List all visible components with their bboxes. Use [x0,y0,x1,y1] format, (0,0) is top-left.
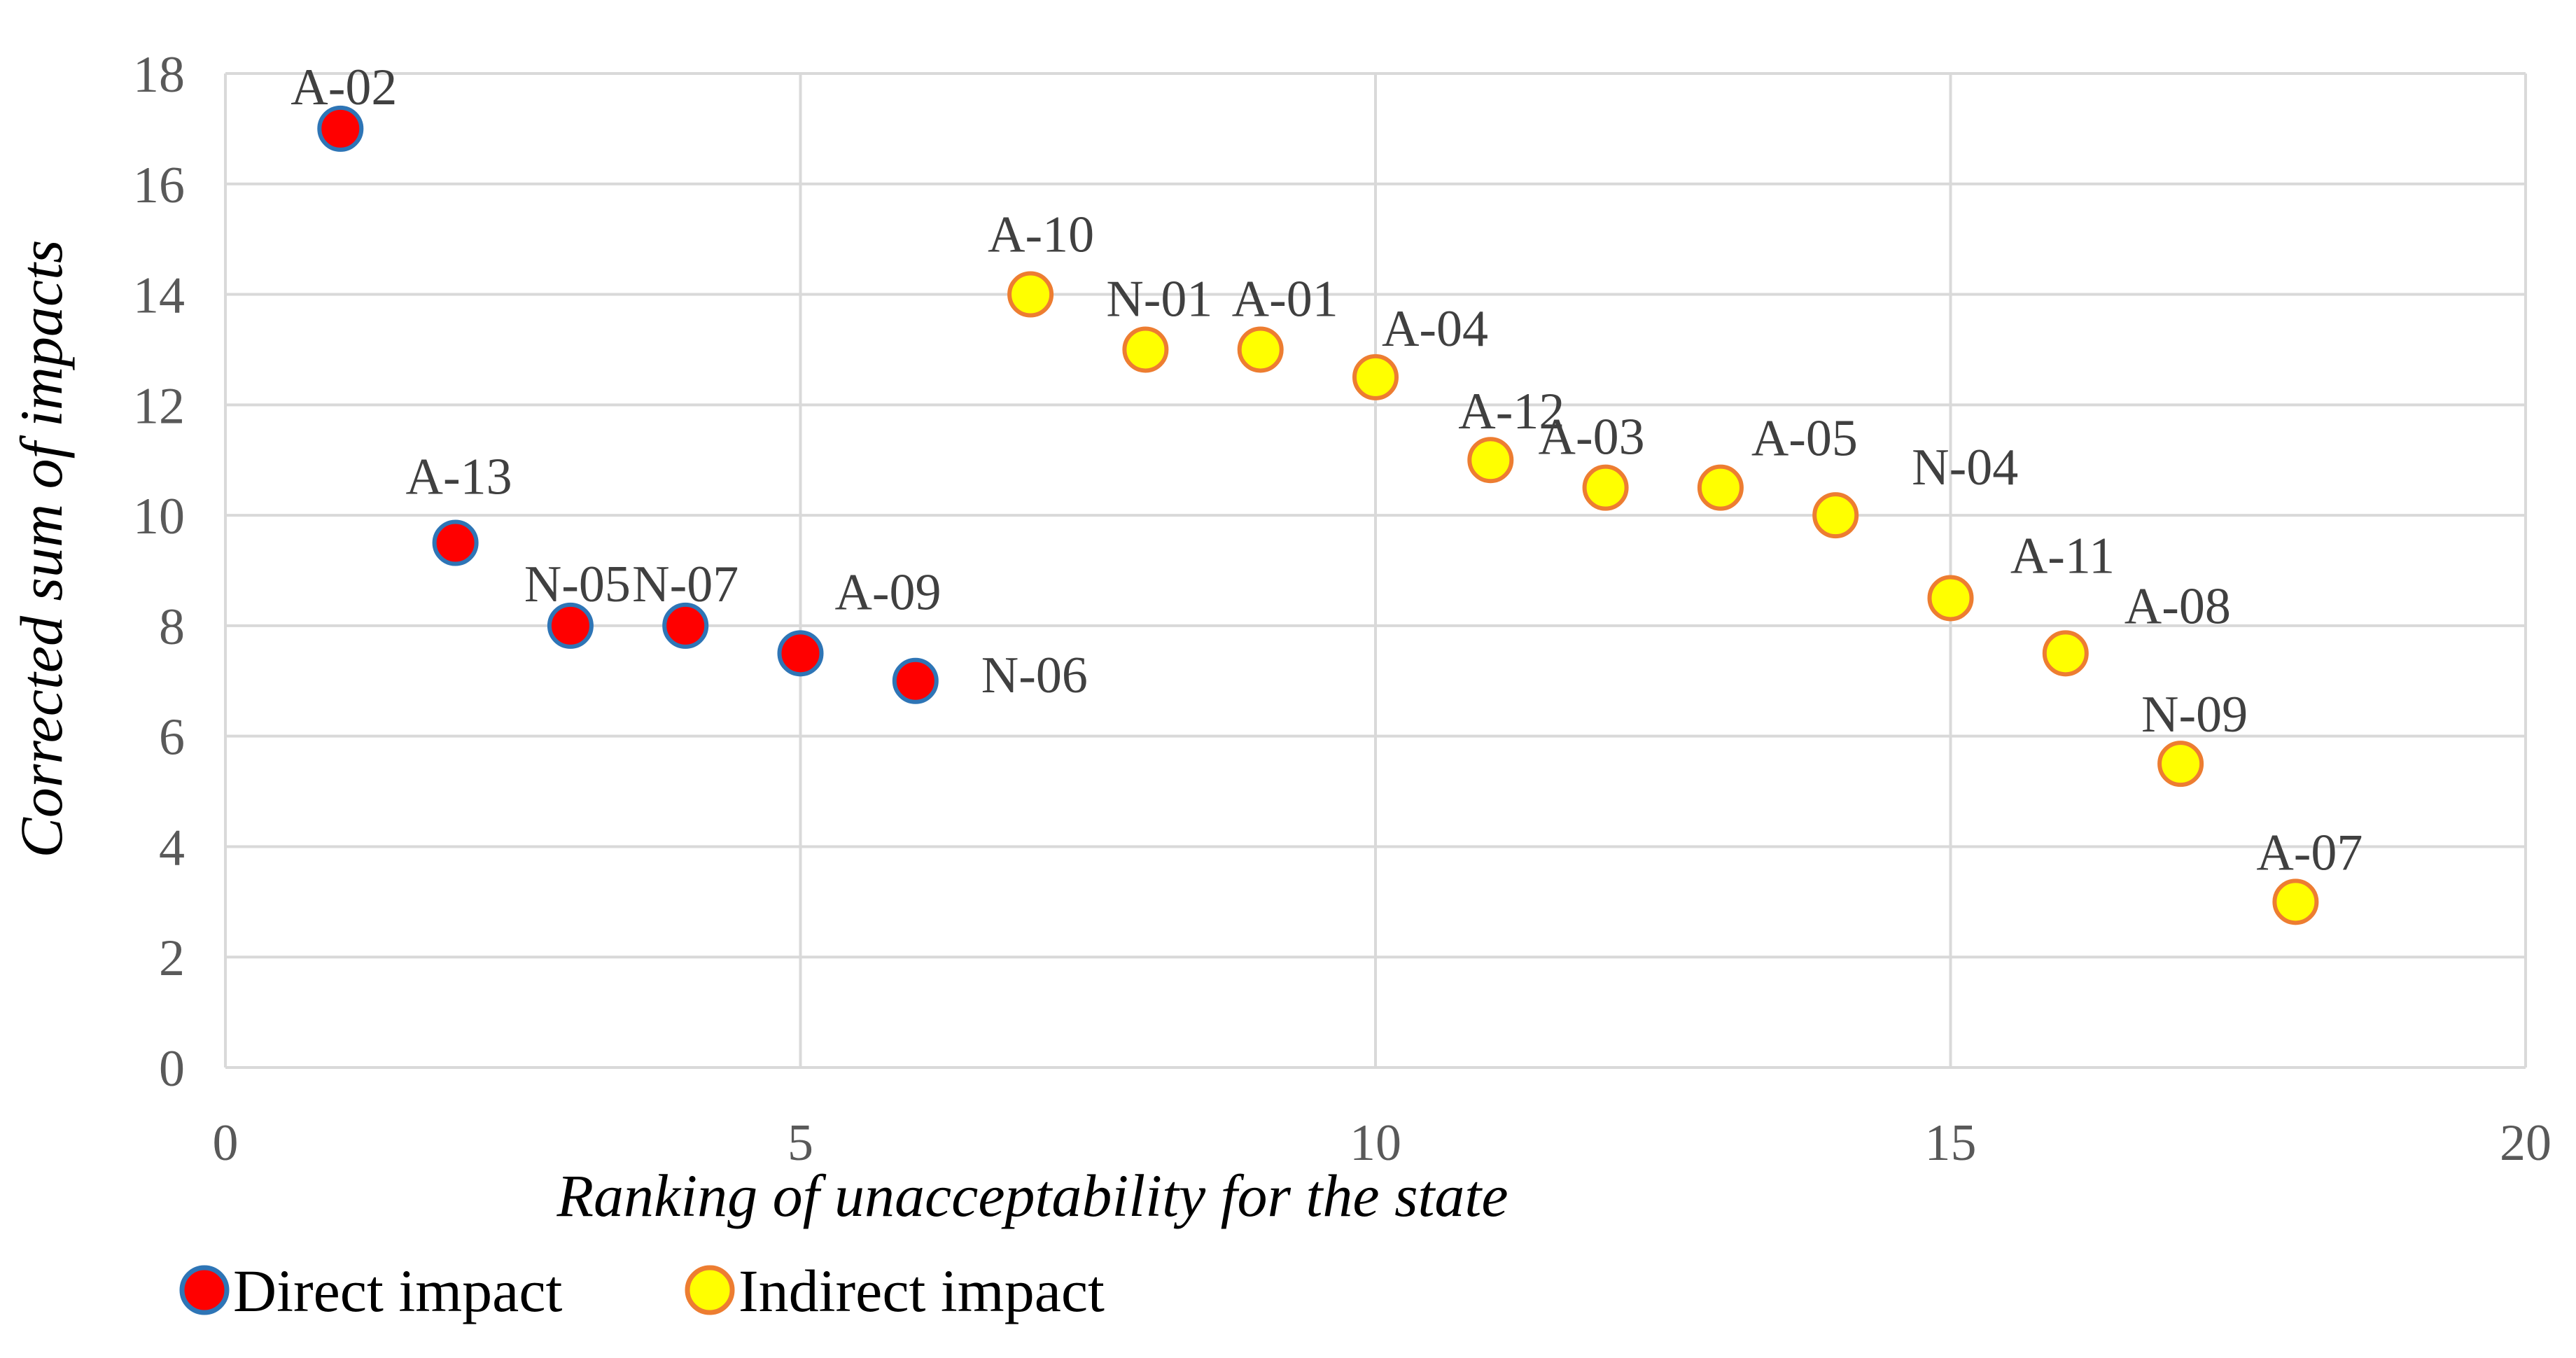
point-label: N-06 [981,647,1088,704]
point-label: N-09 [2141,686,2248,743]
y-tick-label: 4 [159,819,185,876]
point-label: A-08 [2124,578,2231,635]
indirect-impact-point [2272,878,2319,925]
y-tick-label: 0 [159,1040,185,1098]
y-tick-label: 14 [133,267,185,325]
x-tick-label: 5 [788,1114,813,1172]
grid-lines [224,72,2527,1069]
point-label: A-02 [290,59,397,116]
indirect-impact-point [1007,271,1054,318]
point-label: N-07 [632,556,738,613]
data-points [317,105,2319,925]
point-label: A-10 [988,206,1094,264]
indirect-impact-point [1122,326,1169,373]
direct-impact-point [547,602,594,649]
x-tick-label: 20 [2500,1114,2552,1172]
point-label: N-05 [524,556,631,613]
indirect-impact-point [1467,437,1514,484]
point-label: A-11 [2010,527,2115,584]
y-tick-label: 6 [159,709,185,766]
direct-impact-point [662,602,709,649]
point-label: A-04 [1382,300,1488,358]
point-label: N-04 [1912,439,2018,496]
indirect-impact-point [1352,354,1399,400]
legend-label-indirect: Indirect impact [738,1257,1105,1324]
direct-impact-point [892,657,939,704]
direct-impact-point [777,630,824,677]
x-axis-ticks: 0 5 10 15 20 [213,1114,2552,1172]
data-labels: A-02 A-13N-05 N-07 A-09 N-06 A-10N-01 A-01 A-04… [290,59,2362,881]
indirect-impact-point [1237,326,1284,373]
indirect-impact-point [2042,630,2089,677]
indirect-impact-point [2157,741,2204,788]
indirect-impact-point [1582,464,1629,511]
direct-impact-point [432,519,479,566]
direct-impact-point [317,105,364,152]
y-tick-label: 10 [133,488,185,545]
legend-marker-indirect [685,1265,735,1315]
y-axis-ticks: 0 2 4 6 8 10 12 14 16 18 [133,46,185,1098]
y-axis-title: Corrected sum of impacts [8,239,75,858]
y-tick-label: 12 [133,377,185,435]
indirect-impact-point [1927,575,1974,622]
point-label: A-05 [1751,410,1858,468]
legend: Direct impact Indirect impact [179,1257,1105,1324]
x-tick-label: 0 [213,1114,239,1172]
indirect-impact-point [1697,464,1744,511]
y-tick-label: 2 [159,930,185,987]
point-label: N-01 [1106,270,1212,328]
x-axis-title: Ranking of unacceptability for the state [556,1162,1508,1229]
point-label: A-09 [834,564,941,621]
point-label: A-07 [2256,824,2362,881]
y-tick-label: 18 [133,46,185,104]
y-tick-label: 16 [133,157,185,214]
x-tick-label: 15 [1925,1114,1977,1172]
indirect-impact-point [1812,492,1859,539]
x-tick-label: 10 [1350,1114,1401,1172]
point-label: A-03 [1539,409,1645,466]
point-label: A-12 [1458,383,1564,440]
legend-marker-direct [179,1265,230,1315]
legend-label-direct: Direct impact [233,1257,563,1324]
point-label: A-01 [1232,270,1338,328]
y-tick-label: 8 [159,598,185,656]
point-label: A-13 [406,449,512,506]
